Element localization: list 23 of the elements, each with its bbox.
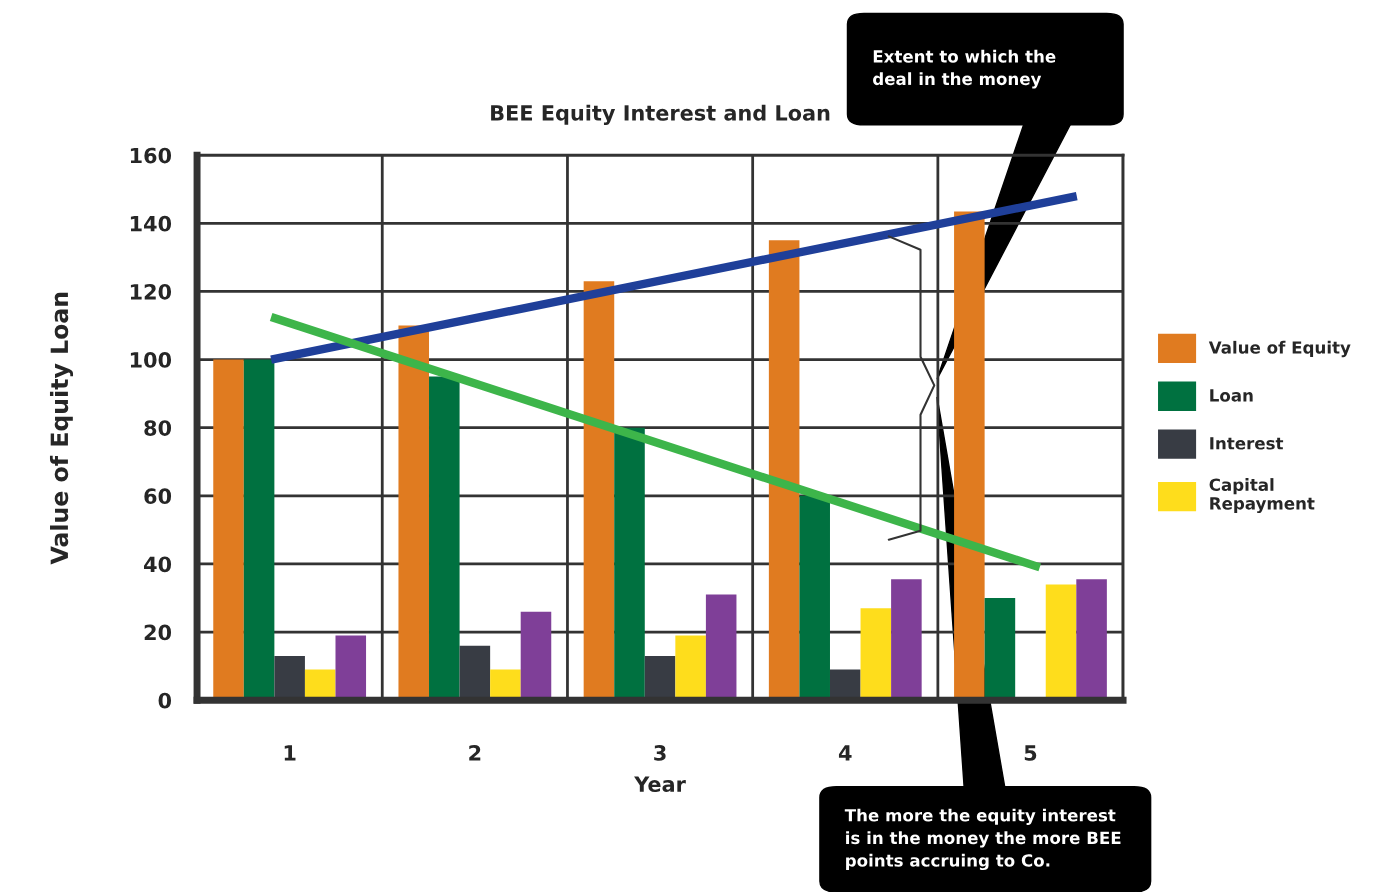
x-axis-title: Year <box>634 776 686 793</box>
y-tick-label: 80 <box>144 420 172 436</box>
legend-label: Value of Equity <box>1208 340 1351 358</box>
y-tick-label: 20 <box>144 624 172 641</box>
y-tick-label: 100 <box>130 352 172 368</box>
x-tick-label: 2 <box>469 745 481 761</box>
text: The more the equity interest is in the money the more BEE points accruing to Co. <box>844 808 1121 871</box>
x-tick-label: 3 <box>654 745 666 761</box>
x-tick-label: 4 <box>838 745 852 761</box>
legend-label: Capital Repayment <box>1209 478 1315 514</box>
y-axis-title: Value of Equity Loan <box>49 292 74 565</box>
y-tick-label: 0 <box>158 692 172 709</box>
x-tick-label: 5 <box>1024 745 1037 761</box>
text: Extent to which the deal in the money <box>873 49 1056 89</box>
legend-label: Loan <box>1210 389 1253 402</box>
chart-title: BEE Equity Interest and Loan <box>491 104 830 125</box>
y-tick-label: 40 <box>144 556 172 573</box>
y-tick-label: 140 <box>130 215 172 232</box>
legend-label: Interest <box>1210 437 1284 450</box>
y-tick-label: 120 <box>130 283 172 300</box>
y-tick-label: 160 <box>130 147 172 164</box>
x-tick-label: 1 <box>284 745 296 761</box>
y-tick-label: 60 <box>144 488 172 505</box>
